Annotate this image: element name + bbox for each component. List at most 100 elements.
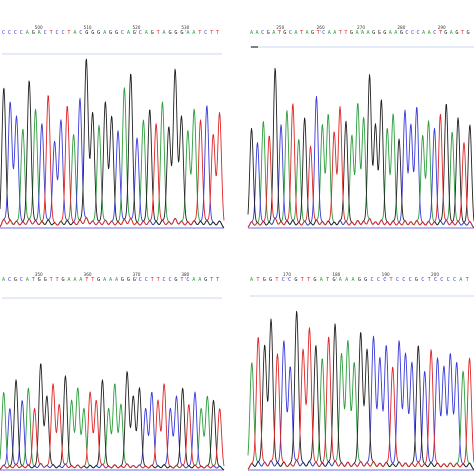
panel-4-base-call: G	[415, 277, 418, 283]
panel-2-base-call: G	[444, 30, 447, 36]
panel-2-base-call: A	[389, 30, 393, 36]
panel-2-base-call: A	[355, 30, 359, 36]
panel-1-base-call: C	[8, 30, 11, 36]
panel-1-base-call: T	[50, 30, 53, 36]
panel-4-base-call: A	[459, 277, 463, 283]
panel-3-base-call: G	[121, 277, 124, 283]
panel-1-base-call: T	[210, 30, 213, 36]
panel-2-position-label: 250	[276, 25, 284, 30]
panel-1-base-call: G	[133, 30, 136, 36]
panel-2-base-call: C	[433, 30, 436, 36]
panel-2-base-call: C	[322, 30, 325, 36]
panel-4-base-call: T	[301, 277, 304, 283]
panel-1-base-call: G	[168, 30, 171, 36]
panel-1-base-call: A	[192, 30, 196, 36]
panel-3-base-call: A	[67, 277, 71, 283]
panel-4-trace-C	[247, 335, 474, 470]
panel-3-base-call: T	[210, 277, 213, 283]
panel-4-base-call: T	[307, 277, 310, 283]
panel-4-traces	[247, 310, 474, 470]
panel-3-base-call: A	[79, 277, 83, 283]
panel-2-base-call: G	[400, 30, 403, 36]
panel-4-base-call: C	[402, 277, 405, 283]
panel-2-base-call: G	[466, 30, 469, 36]
panel-2-base-call: G	[378, 30, 381, 36]
panel-4-base-call: A	[345, 277, 349, 283]
panel-2-base-call: A	[394, 30, 398, 36]
panel-4-base-call: G	[263, 277, 266, 283]
panel-4-base-call: A	[351, 277, 355, 283]
panel-1-base-call: A	[73, 30, 77, 36]
panel-3-base-call: T	[91, 277, 94, 283]
panel-2-base-call: G	[455, 30, 458, 36]
panel-3-base-call: T	[151, 277, 154, 283]
panel-2-base-call: A	[294, 30, 298, 36]
panel-4-base-call: C	[421, 277, 424, 283]
panel-2-base-call: G	[383, 30, 386, 36]
panel-1-base-call: C	[79, 30, 82, 36]
panel-2-base-call: T	[278, 30, 281, 36]
panel-2-trace-T	[247, 103, 474, 228]
panel-4-base-call: C	[440, 277, 443, 283]
panel-1-base-call: A	[103, 30, 107, 36]
panel-1-base-call: A	[186, 30, 190, 36]
panel-4-base-call: A	[320, 277, 324, 283]
panel-3-base-call: T	[32, 277, 35, 283]
panel-3-base-call: A	[198, 277, 202, 283]
panel-2-base-call: T	[439, 30, 442, 36]
panel-4-base-call: T	[256, 277, 259, 283]
panel-1-base-call: T	[157, 30, 160, 36]
panel-1-base-call: A	[26, 30, 30, 36]
panel-4-base-call: G	[332, 277, 335, 283]
panel-2-base-call: C	[261, 30, 264, 36]
panel-3-base-call: G	[174, 277, 177, 283]
panel-3-position-labels: 350 360 370 380	[35, 272, 190, 279]
panel-2-base-call: T	[317, 30, 320, 36]
panel-4-base-call: C	[447, 277, 450, 283]
panel-4-base-call: C	[288, 277, 291, 283]
panel-4-base-call: A	[250, 277, 254, 283]
panel-3-base-call: A	[109, 277, 113, 283]
panel-4-base-call: C	[383, 277, 386, 283]
panel-1-base-call: T	[216, 30, 219, 36]
panel-2-base-call: A	[361, 30, 365, 36]
panel-4-base-call: T	[326, 277, 329, 283]
panel-4-base-call: C	[409, 277, 412, 283]
panel-1-base-call: A	[163, 30, 167, 36]
panel-1-base-call: T	[67, 30, 70, 36]
panel-4-base-call: T	[275, 277, 278, 283]
panel-4-position-label: 190	[382, 272, 390, 277]
panel-2-position-label: 280	[397, 25, 405, 30]
panel-3-base-call: A	[192, 277, 196, 283]
panel-2-base-call: C	[417, 30, 420, 36]
panel-4-base-call: C	[434, 277, 437, 283]
panel-1-base-call: G	[174, 30, 177, 36]
panel-1-base-call: A	[38, 30, 42, 36]
panel-1-base-call: C	[139, 30, 142, 36]
panel-1-trace-T	[0, 95, 225, 228]
panel-3-traces	[0, 363, 225, 471]
panel-2-base-call: T	[344, 30, 347, 36]
panel-3-base-call: A	[26, 277, 30, 283]
panel-3-base-call: G	[127, 277, 130, 283]
panel-3-base-call: G	[97, 277, 100, 283]
panel-2-base-call: T	[300, 30, 303, 36]
panel-4-base-call: G	[358, 277, 361, 283]
panel-2-position-label: 260	[317, 25, 325, 30]
panel-3-base-call: G	[204, 277, 207, 283]
panel-1-position-label: 500	[35, 25, 43, 30]
panel-1-base-call: C	[2, 30, 5, 36]
panel-3-base-call: C	[145, 277, 148, 283]
panel-3-base-call: T	[216, 277, 219, 283]
panel-3-base-call: A	[103, 277, 107, 283]
panel-3-base-call: C	[8, 277, 11, 283]
panel-2-base-call: A	[328, 30, 332, 36]
panel-4-position-label: 200	[431, 272, 439, 277]
panel-2-base-call: G	[311, 30, 314, 36]
panel-3-position-label: 360	[84, 272, 92, 277]
panel-3-base-call: G	[44, 277, 47, 283]
